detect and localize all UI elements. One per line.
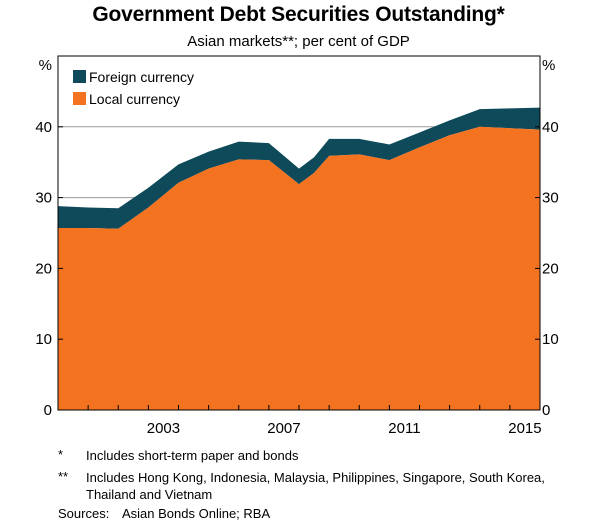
legend-label-local-currency: Local currency — [89, 91, 180, 107]
y-tick-left-0: 0 — [44, 402, 52, 419]
chart-subtitle: Asian markets**; per cent of GDP — [187, 33, 410, 50]
y-tick-left-20: 20 — [35, 260, 52, 277]
footnote-text-1: Includes short-term paper and bonds — [86, 448, 299, 463]
chart-title: Government Debt Securities Outstanding* — [92, 3, 505, 26]
footnote-text-2: Includes Hong Kong, Indonesia, Malaysia,… — [86, 470, 545, 502]
sources-label: Sources: — [58, 506, 110, 521]
sources-text: Asian Bonds Online; RBA — [122, 506, 271, 521]
y-tick-left-10: 10 — [35, 331, 52, 348]
series-area-foreign-currency — [58, 107, 540, 229]
series-area-local-currency — [58, 126, 540, 411]
y-tick-left-30: 30 — [35, 190, 52, 207]
legend-label-foreign-currency: Foreign currency — [89, 69, 194, 85]
sources-line: Sources: Asian Bonds Online; RBA — [58, 506, 270, 521]
y-unit-right: % — [542, 57, 555, 74]
y-tick-left-40: 40 — [35, 119, 52, 136]
y-tick-right-30: 30 — [542, 190, 559, 207]
x-tick-2007: 2007 — [267, 420, 300, 437]
x-tick-2011: 2011 — [388, 420, 420, 437]
footnote-mark-1: * — [58, 447, 64, 462]
legend-swatch-local-currency — [73, 92, 86, 105]
y-tick-right-40: 40 — [542, 119, 559, 136]
y-tick-right-20: 20 — [542, 260, 559, 277]
legend-swatch-foreign-currency — [73, 70, 86, 83]
y-tick-right-0: 0 — [542, 402, 550, 419]
y-unit-left: % — [39, 57, 52, 74]
footnote-mark-2: ** — [58, 469, 69, 484]
x-tick-2003: 2003 — [147, 420, 180, 437]
x-tick-2015: 2015 — [508, 420, 541, 437]
y-tick-right-10: 10 — [542, 331, 559, 348]
